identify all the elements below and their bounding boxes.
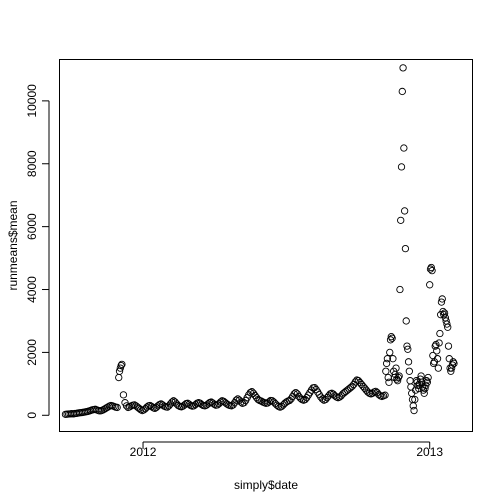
data-point <box>438 295 446 303</box>
data-point <box>397 216 405 225</box>
x-tick-label: 2013 <box>416 445 443 459</box>
data-point <box>392 364 400 372</box>
y-axis: 0 2000 4000 6000 8000 10000 <box>25 84 50 419</box>
data-point <box>382 359 391 368</box>
data-point <box>137 405 145 414</box>
data-point <box>426 281 434 289</box>
data-point <box>448 361 457 369</box>
data-point <box>437 298 446 306</box>
data-point <box>400 144 408 152</box>
data-point <box>420 389 428 397</box>
data-point <box>444 323 452 331</box>
data-point <box>404 358 413 366</box>
y-tick-label: 4000 <box>25 276 39 303</box>
data-point <box>433 355 442 363</box>
data-point <box>399 64 407 72</box>
data-point <box>440 309 449 317</box>
data-point <box>398 87 406 96</box>
data-point <box>210 400 218 408</box>
data-point <box>426 265 435 273</box>
data-point <box>444 342 453 350</box>
data-point <box>113 403 121 412</box>
data-point <box>450 359 458 368</box>
data-points <box>61 64 458 418</box>
data-point <box>436 329 444 338</box>
data-point <box>118 360 126 368</box>
y-tick-label: 8000 <box>25 150 39 177</box>
data-point <box>318 395 327 403</box>
data-point <box>402 317 410 325</box>
x-axis-label: simply$date <box>234 478 298 492</box>
data-point <box>381 391 389 399</box>
data-point <box>443 320 451 328</box>
data-point <box>385 378 393 386</box>
data-point <box>395 372 403 380</box>
data-point <box>387 333 395 341</box>
data-point <box>433 347 441 355</box>
data-point <box>119 391 128 399</box>
data-point <box>405 367 413 375</box>
data-point <box>388 334 396 342</box>
data-point <box>401 244 410 253</box>
data-point <box>419 386 428 394</box>
x-axis: 2012 2013 <box>130 441 443 459</box>
data-point <box>389 355 397 363</box>
data-point <box>423 378 431 386</box>
data-point <box>396 285 404 294</box>
data-point <box>400 207 409 215</box>
data-point <box>237 398 245 406</box>
y-tick-label: 10000 <box>25 84 39 118</box>
data-point <box>386 348 394 357</box>
data-point <box>406 377 414 385</box>
y-axis-label: runmeans$mean <box>6 200 20 290</box>
data-point <box>404 345 412 353</box>
data-point <box>434 364 442 372</box>
y-tick-label: 6000 <box>25 213 39 240</box>
data-point <box>117 361 125 370</box>
data-point <box>232 396 240 404</box>
x-tick-label: 2012 <box>130 445 157 459</box>
data-point <box>439 307 447 316</box>
plot-frame <box>59 59 473 432</box>
data-point <box>429 359 438 368</box>
data-point <box>393 377 402 385</box>
y-tick-label: 0 <box>25 412 39 419</box>
data-point <box>411 395 419 404</box>
data-point <box>397 163 406 171</box>
data-point <box>407 383 415 391</box>
data-point <box>351 378 359 386</box>
data-point <box>115 373 123 382</box>
data-point <box>421 384 429 393</box>
data-point <box>427 263 435 272</box>
data-point <box>168 398 176 406</box>
data-point <box>449 358 457 366</box>
data-point <box>424 373 432 382</box>
data-point <box>428 266 436 275</box>
data-point <box>394 373 403 382</box>
data-point <box>410 406 418 415</box>
data-point <box>382 367 390 375</box>
data-point <box>386 336 395 344</box>
data-point <box>435 339 443 347</box>
data-point <box>383 355 392 363</box>
y-tick-label: 2000 <box>25 339 39 366</box>
data-point <box>403 342 411 350</box>
